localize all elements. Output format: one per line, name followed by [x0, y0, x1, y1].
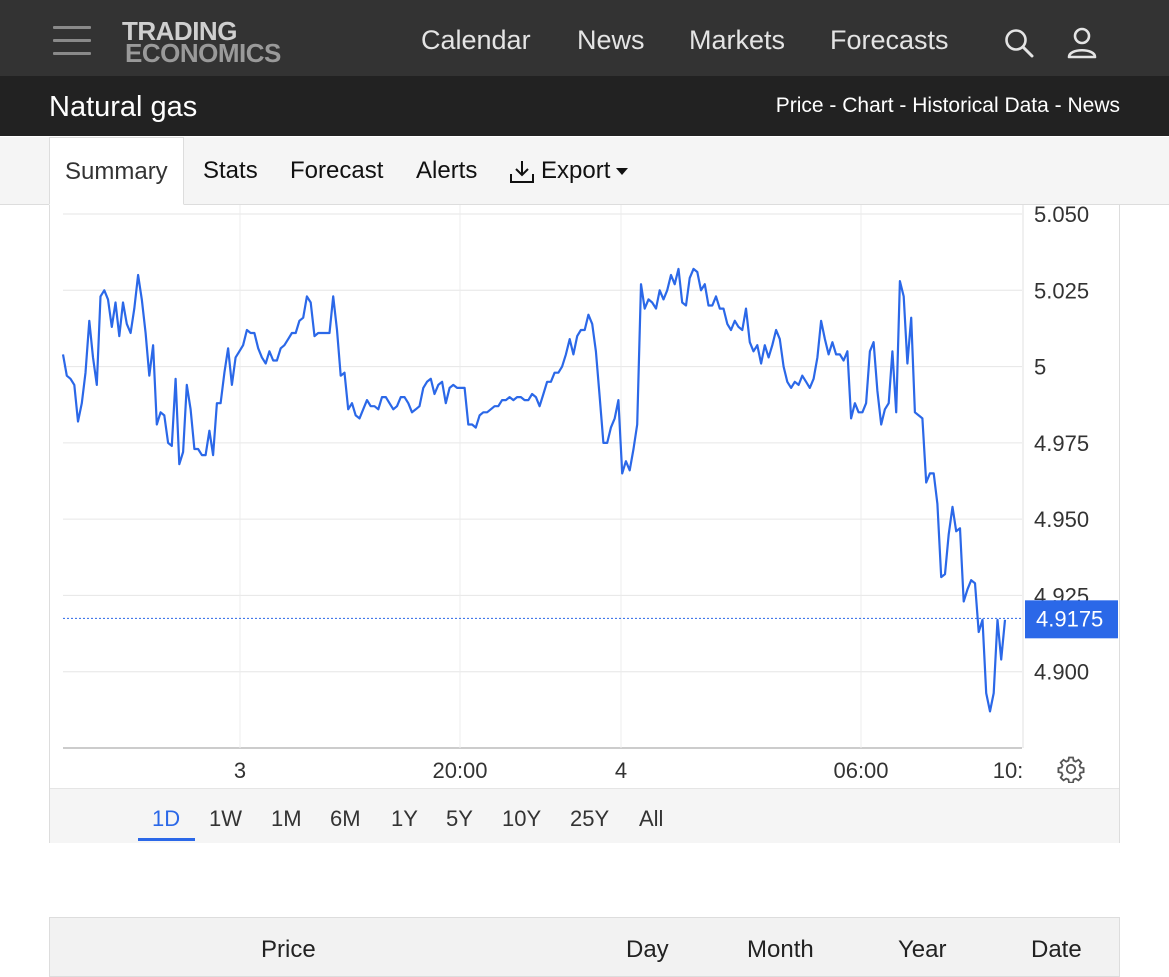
tab-forecast[interactable]: Forecast	[290, 157, 384, 184]
range-5y[interactable]: 5Y	[446, 806, 473, 831]
logo-line2: ECONOMICS	[125, 38, 281, 68]
user-icon[interactable]	[1066, 26, 1098, 60]
logo-line1: TRADING	[122, 16, 237, 46]
tab-export[interactable]: Export	[509, 137, 629, 205]
range-25y[interactable]: 25Y	[570, 806, 610, 831]
range-1y[interactable]: 1Y	[391, 806, 418, 831]
logo[interactable]: TRADING ECONOMICS	[122, 18, 322, 68]
nav-link-forecasts[interactable]: Forecasts	[830, 25, 949, 55]
nav-link-news[interactable]: News	[577, 25, 645, 55]
tab-alerts[interactable]: Alerts	[416, 157, 478, 184]
sublink-separator: -	[893, 94, 913, 117]
y-tick-label: 4.975	[1034, 431, 1089, 456]
menu-icon[interactable]	[53, 26, 91, 56]
x-tick-label: 06:00	[833, 758, 888, 783]
x-tick-label: 20:00	[432, 758, 487, 783]
chart-panel	[49, 205, 1120, 843]
gear-icon[interactable]	[1057, 755, 1085, 783]
search-icon[interactable]	[1004, 26, 1034, 60]
range-selector: 1D 1W 1M 6M 1Y 5Y 10Y 25Y All	[50, 788, 1119, 843]
range-1d[interactable]: 1D	[152, 806, 181, 831]
column-header-day[interactable]: Day	[626, 936, 669, 963]
export-label: Export	[541, 157, 611, 184]
sub-links: Price - Chart - Historical Data - News	[776, 94, 1120, 118]
range-1w[interactable]: 1W	[209, 806, 242, 831]
column-header-year[interactable]: Year	[898, 936, 947, 963]
sublink-price[interactable]: Price	[775, 94, 824, 117]
sublink-news[interactable]: News	[1067, 94, 1120, 117]
y-tick-label: 5.050	[1034, 205, 1089, 227]
range-10y[interactable]: 10Y	[502, 806, 542, 831]
tab-summary[interactable]: Summary	[49, 137, 184, 205]
column-header-date[interactable]: Date	[1031, 936, 1082, 963]
last-price-badge	[1025, 600, 1118, 639]
caret-down-icon	[616, 168, 629, 176]
nav-link-markets[interactable]: Markets	[689, 25, 786, 55]
download-icon	[510, 160, 534, 183]
y-tick-label: 5.025	[1034, 278, 1089, 303]
x-tick-label: 4	[615, 758, 627, 783]
range-6m[interactable]: 6M	[330, 806, 361, 831]
tabs-row: Summary Stats Forecast Alerts Export	[0, 137, 1169, 205]
sublink-separator: -	[1048, 94, 1068, 117]
sublink-historical-data[interactable]: Historical Data	[912, 94, 1049, 117]
y-tick-label: 5	[1034, 355, 1046, 380]
column-header-price[interactable]: Price	[261, 936, 316, 963]
active-range-underline	[138, 838, 195, 841]
x-tick-label: 3	[234, 758, 246, 783]
price-table-header: Price Day Month Year Date	[49, 917, 1120, 977]
column-header-month[interactable]: Month	[747, 936, 814, 963]
page-title: Natural gas	[49, 91, 198, 123]
last-price-label: 4.9175	[1036, 606, 1103, 631]
top-nav: TRADING ECONOMICS Calendar News Markets …	[0, 0, 1169, 76]
title-bar: Natural gas Price - Chart - Historical D…	[0, 76, 1169, 136]
range-all[interactable]: All	[639, 806, 664, 831]
range-1m[interactable]: 1M	[271, 806, 302, 831]
nav-link-calendar[interactable]: Calendar	[421, 25, 531, 55]
series-line	[61, 267, 1007, 713]
y-tick-label: 4.950	[1034, 507, 1089, 532]
sublink-separator: -	[823, 94, 843, 117]
x-tick-label: 10:	[993, 758, 1024, 783]
y-tick-label: 4.900	[1034, 660, 1089, 685]
sublink-chart[interactable]: Chart	[842, 94, 894, 117]
tab-stats[interactable]: Stats	[203, 157, 258, 184]
